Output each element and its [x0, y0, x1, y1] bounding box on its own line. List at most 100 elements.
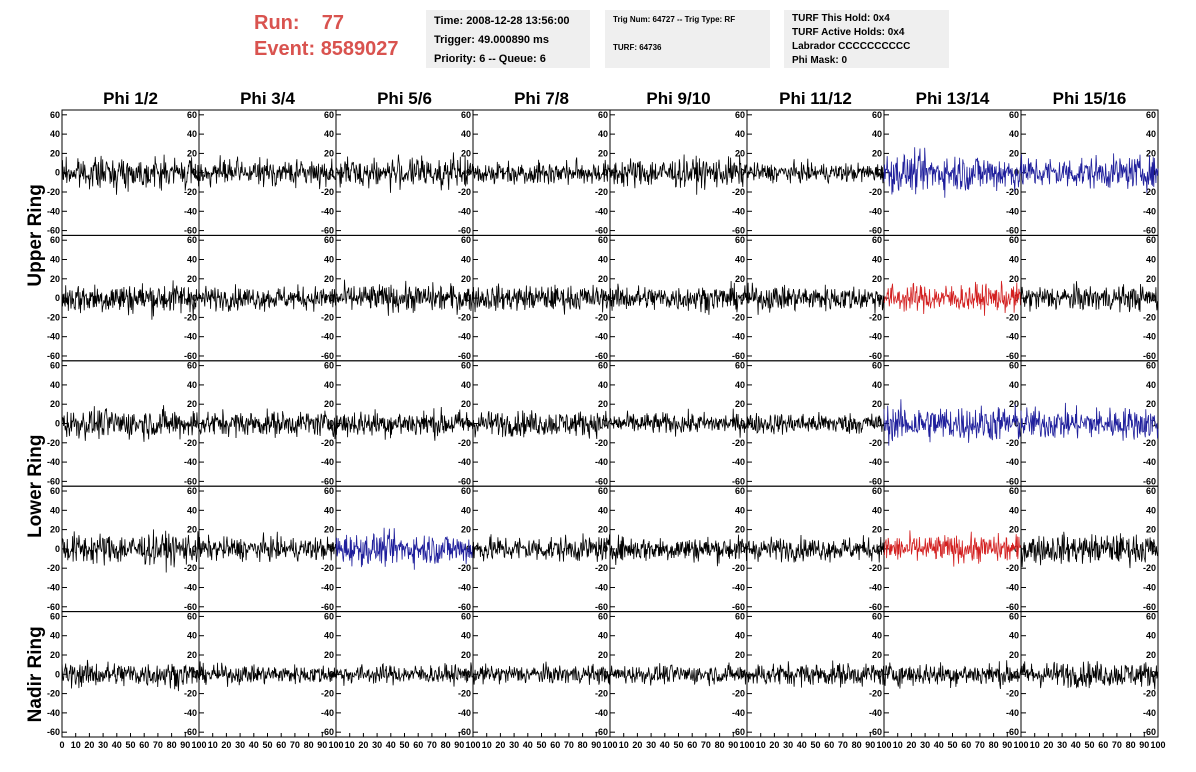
y-tick-label: 20 [598, 148, 608, 158]
x-tick-label: 20 [1043, 740, 1053, 750]
waveform-trace [1020, 281, 1159, 313]
y-tick-label: 20 [50, 274, 60, 284]
y-tick-label: -20 [321, 438, 334, 448]
x-tick-label: 90 [180, 740, 190, 750]
y-tick-label: -20 [1143, 312, 1156, 322]
x-tick-label: 50 [536, 740, 546, 750]
waveform-trace [883, 530, 1022, 567]
y-tick-label: 20 [1009, 274, 1019, 284]
x-tick-label: 10 [345, 740, 355, 750]
y-tick-label: -20 [595, 312, 608, 322]
y-tick-label: -20 [1006, 438, 1019, 448]
y-tick-label: 40 [598, 255, 608, 265]
x-tick-label: 20 [358, 740, 368, 750]
x-tick-label: 30 [920, 740, 930, 750]
y-tick-label: 0 [1151, 669, 1156, 679]
x-tick-label: 90 [454, 740, 464, 750]
y-tick-label: 20 [187, 274, 197, 284]
waveform-trace [198, 284, 337, 312]
y-tick-label: -60 [595, 351, 608, 361]
x-tick-label: 30 [646, 740, 656, 750]
y-tick-label: 60 [1146, 235, 1156, 245]
y-tick-label: -20 [1143, 187, 1156, 197]
y-tick-label: 40 [187, 631, 197, 641]
waveform-trace [1020, 661, 1159, 690]
y-tick-label: 60 [461, 486, 471, 496]
x-tick-label: 40 [386, 740, 396, 750]
x-tick-label: 90 [317, 740, 327, 750]
waveform-trace [335, 152, 474, 193]
y-tick-label: 60 [461, 110, 471, 120]
y-tick-label: -20 [321, 187, 334, 197]
y-tick-label: -20 [47, 312, 60, 322]
y-tick-label: -40 [321, 206, 334, 216]
y-tick-label: 0 [55, 293, 60, 303]
waveform-trace [883, 399, 1022, 446]
x-tick-label: 60 [1098, 740, 1108, 750]
y-tick-label: 60 [1146, 611, 1156, 621]
y-tick-label: -20 [321, 312, 334, 322]
y-tick-label: 0 [740, 669, 745, 679]
y-tick-label: -20 [1006, 563, 1019, 573]
y-tick-label: -60 [1143, 226, 1156, 236]
y-tick-label: -20 [1143, 438, 1156, 448]
y-tick-label: -20 [184, 187, 197, 197]
y-tick-label: -60 [458, 476, 471, 486]
y-tick-label: -20 [184, 438, 197, 448]
x-tick-label: 40 [112, 740, 122, 750]
waveform-trace [61, 280, 200, 320]
y-tick-label: -20 [1143, 563, 1156, 573]
column-header: Phi 1/2 [103, 89, 158, 108]
x-tick-label: 70 [153, 740, 163, 750]
event-value: 8589027 [320, 38, 399, 60]
y-tick-label: -60 [732, 476, 745, 486]
y-tick-label: 0 [55, 419, 60, 429]
waveform-trace [746, 282, 885, 315]
x-tick-label: 20 [632, 740, 642, 750]
x-tick-label: 20 [906, 740, 916, 750]
y-tick-label: 60 [598, 361, 608, 371]
waveform-trace [335, 406, 474, 441]
y-tick-label: 40 [461, 129, 471, 139]
y-tick-label: 20 [872, 650, 882, 660]
y-tick-label: -40 [321, 582, 334, 592]
y-tick-label: -40 [47, 206, 60, 216]
x-tick-label: 90 [591, 740, 601, 750]
y-tick-label: -60 [595, 727, 608, 737]
y-tick-label: -20 [458, 312, 471, 322]
y-tick-label: -20 [732, 312, 745, 322]
y-tick-label: 20 [324, 399, 334, 409]
ring-label: Upper Ring [25, 184, 46, 286]
y-tick-label: 40 [1146, 380, 1156, 390]
y-tick-label: 40 [1146, 505, 1156, 515]
y-tick-label: 40 [735, 129, 745, 139]
x-tick-label: 50 [125, 740, 135, 750]
y-tick-label: 40 [1146, 631, 1156, 641]
y-tick-label: 60 [598, 235, 608, 245]
x-tick-label: 10 [71, 740, 81, 750]
y-tick-label: 0 [603, 168, 608, 178]
x-tick-label: 70 [427, 740, 437, 750]
y-tick-label: 40 [461, 505, 471, 515]
waveform-trace [883, 147, 1022, 198]
y-tick-label: -60 [1143, 351, 1156, 361]
event-row: Event: 8589027 [254, 36, 399, 62]
y-tick-label: 40 [1009, 631, 1019, 641]
y-tick-label: 60 [872, 486, 882, 496]
y-tick-label: -60 [184, 226, 197, 236]
y-tick-label: 40 [1009, 380, 1019, 390]
y-tick-label: -20 [1006, 187, 1019, 197]
y-tick-label: 20 [1146, 525, 1156, 535]
y-tick-label: 40 [50, 631, 60, 641]
run-row: Run: 77 [254, 10, 399, 36]
y-tick-label: 60 [324, 110, 334, 120]
y-tick-label: 60 [50, 110, 60, 120]
waveform-trace [335, 662, 474, 687]
y-tick-label: -40 [458, 206, 471, 216]
y-tick-label: 20 [735, 274, 745, 284]
y-tick-label: -60 [321, 351, 334, 361]
y-tick-label: -40 [732, 206, 745, 216]
y-tick-label: 60 [461, 235, 471, 245]
y-tick-label: -60 [1006, 226, 1019, 236]
y-tick-label: 20 [324, 274, 334, 284]
